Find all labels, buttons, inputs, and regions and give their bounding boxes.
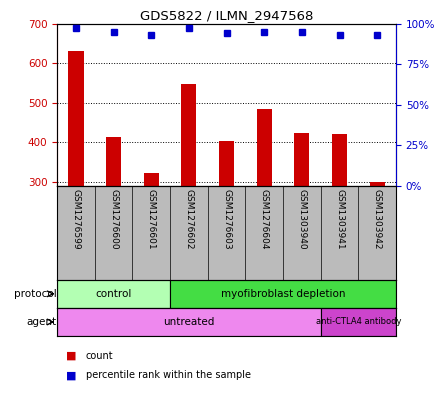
Text: GSM1303941: GSM1303941 xyxy=(335,189,344,250)
Text: count: count xyxy=(86,351,114,361)
Bar xyxy=(57,308,321,336)
Text: GSM1303940: GSM1303940 xyxy=(297,189,306,250)
Bar xyxy=(181,84,197,186)
Text: percentile rank within the sample: percentile rank within the sample xyxy=(86,370,251,380)
Bar xyxy=(219,141,234,186)
Text: ■: ■ xyxy=(66,370,77,380)
Text: GSM1276604: GSM1276604 xyxy=(260,189,269,249)
Text: control: control xyxy=(95,289,132,299)
Bar xyxy=(321,308,396,336)
Text: GSM1303942: GSM1303942 xyxy=(373,189,381,249)
Title: GDS5822 / ILMN_2947568: GDS5822 / ILMN_2947568 xyxy=(140,9,313,22)
Text: untreated: untreated xyxy=(163,317,215,327)
Text: GSM1276602: GSM1276602 xyxy=(184,189,194,249)
Bar xyxy=(257,109,272,186)
Text: GSM1276599: GSM1276599 xyxy=(72,189,81,250)
Bar xyxy=(106,137,121,186)
Bar xyxy=(370,182,385,186)
Text: anti-CTLA4 antibody: anti-CTLA4 antibody xyxy=(315,318,401,327)
Bar xyxy=(170,280,396,308)
Bar xyxy=(57,280,170,308)
Bar xyxy=(294,133,309,186)
Text: myofibroblast depletion: myofibroblast depletion xyxy=(221,289,345,299)
Text: ■: ■ xyxy=(66,351,77,361)
Bar xyxy=(332,134,347,186)
Text: GSM1276600: GSM1276600 xyxy=(109,189,118,250)
Text: GSM1276601: GSM1276601 xyxy=(147,189,156,250)
Bar xyxy=(144,173,159,186)
Bar xyxy=(69,51,84,186)
Text: GSM1276603: GSM1276603 xyxy=(222,189,231,250)
Text: protocol: protocol xyxy=(14,289,56,299)
Text: agent: agent xyxy=(26,317,56,327)
